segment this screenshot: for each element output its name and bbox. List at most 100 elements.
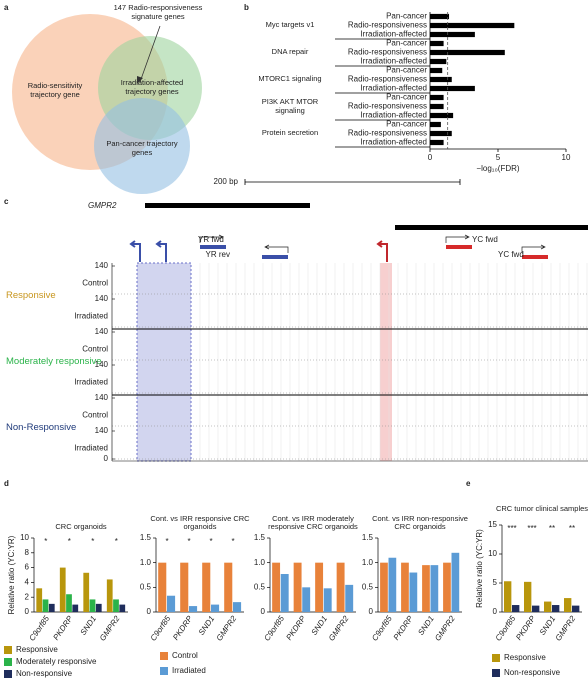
bar <box>158 562 167 612</box>
legend-swatch <box>492 669 500 677</box>
highlight-region <box>380 263 392 461</box>
x-tick-label: GMPR2 <box>554 614 578 643</box>
primer <box>200 245 226 249</box>
significance: * <box>91 537 94 546</box>
primer <box>446 245 472 249</box>
group-label-box: DNA repair <box>271 47 309 57</box>
chart-title: Cont. vs IRR moderately responsive CRC o… <box>268 513 358 532</box>
x-tick-label: PKDRP <box>171 614 195 642</box>
chart-title-box: Cont. vs IRR non-responsive CRC organoid… <box>372 513 468 532</box>
y-tick-label: 1.5 <box>362 533 374 542</box>
bar <box>72 604 79 612</box>
bar <box>430 103 444 110</box>
group-label: Moderately responsive <box>6 355 102 367</box>
legend-swatch <box>4 658 12 666</box>
panel-label: e <box>466 479 471 488</box>
category-label: Irradiation-affected <box>360 57 427 66</box>
primer-label: YR rev <box>206 250 230 259</box>
significance: ** <box>569 524 575 533</box>
bar <box>48 603 55 612</box>
bar <box>430 13 450 20</box>
y-tick-label: 4 <box>25 578 30 587</box>
set-label-box: Irradiation-affected trajectory genes <box>120 78 184 96</box>
group-label: Non-Responsive <box>6 421 77 433</box>
panel-label: b <box>244 3 249 12</box>
track-label: Irradiated <box>74 312 108 321</box>
x-tick-label: SND1 <box>416 614 436 637</box>
gene-body <box>395 225 588 230</box>
x-tick-label: PKDRP <box>514 614 538 642</box>
y-tick-label: 10 <box>20 533 29 542</box>
bar <box>422 565 430 612</box>
bar <box>380 562 388 612</box>
significance: *** <box>507 524 516 533</box>
category-label: Irradiation-affected <box>360 138 427 147</box>
legend-label: Non-responsive <box>504 668 561 677</box>
significance: * <box>115 537 118 546</box>
y-tick-label: 140 <box>95 327 109 336</box>
chart-title-box: Cont. vs IRR responsive CRC organoids <box>150 514 249 531</box>
y-tick-label: 0 <box>104 454 109 463</box>
group-label: DNA repair <box>271 47 309 57</box>
track-label: Control <box>82 411 108 420</box>
x-tick-label: GMPR2 <box>215 614 239 643</box>
group-label-box: Non-Responsive <box>6 421 77 433</box>
bar <box>430 112 454 119</box>
set-label: Irradiation-affected trajectory genes <box>120 78 184 96</box>
set-label-box: Pan-cancer trajectory genes <box>106 140 177 157</box>
group-label-box: PI3K AKT MTOR signaling <box>261 96 319 115</box>
category-label: Irradiation-affected <box>360 30 427 39</box>
significance: * <box>165 537 168 546</box>
arrow-head <box>137 76 143 84</box>
track-label: Irradiated <box>74 444 108 453</box>
bar <box>401 562 409 612</box>
significance: * <box>187 537 190 546</box>
primer <box>262 255 288 259</box>
primer-label: YC fwd <box>472 235 498 244</box>
bar <box>564 598 572 612</box>
legend-swatch <box>160 652 168 660</box>
y-tick-label: 6 <box>25 563 30 572</box>
bar <box>83 572 90 612</box>
x-tick-label: GMPR2 <box>433 614 457 643</box>
track-label: Irradiated <box>74 378 108 387</box>
group-label: Responsive <box>6 289 56 301</box>
x-tick-label: 0 <box>428 153 433 162</box>
tss-arrow <box>129 240 141 262</box>
gene-body <box>145 203 310 208</box>
y-axis-label: Relative ratio (YC:YR) <box>7 535 16 614</box>
bar <box>430 94 444 101</box>
group-label-box: MTORC1 signaling <box>258 74 321 83</box>
group-label: Protein secretion <box>261 128 319 138</box>
bar <box>430 565 439 612</box>
y-tick-label: 1.0 <box>362 558 374 567</box>
chart-title: Cont. vs IRR non-responsive CRC organoid… <box>372 513 468 532</box>
y-tick-label: 140 <box>95 261 109 270</box>
bar <box>59 567 66 612</box>
y-tick-label: 1.0 <box>254 558 266 567</box>
category-label: Radio-responsiveness <box>348 48 427 57</box>
bar <box>430 58 447 65</box>
x-tick-label: PKDRP <box>51 614 75 642</box>
y-tick-label: 0 <box>261 607 266 616</box>
y-tick-label: 1.0 <box>140 558 152 567</box>
group-label: PI3K AKT MTOR signaling <box>261 96 319 115</box>
category-label: Pan-cancer <box>386 93 427 102</box>
bar <box>272 562 281 612</box>
legend-label: Moderately responsive <box>16 657 97 666</box>
bar <box>504 581 512 612</box>
chart-title-box: Cont. vs IRR moderately responsive CRC o… <box>268 513 358 532</box>
bar <box>167 595 176 612</box>
bar <box>119 604 126 612</box>
bar <box>430 121 441 128</box>
bar <box>42 599 49 612</box>
chart-title: CRC tumor clinical samples <box>495 504 588 514</box>
category-label: Pan-cancer <box>386 66 427 75</box>
bar <box>293 562 302 612</box>
y-tick-label: 0.5 <box>140 582 152 591</box>
primer-arrow <box>199 234 224 243</box>
legend-swatch <box>492 654 500 662</box>
bar <box>233 602 242 612</box>
x-tick-label: GMPR2 <box>98 614 122 643</box>
